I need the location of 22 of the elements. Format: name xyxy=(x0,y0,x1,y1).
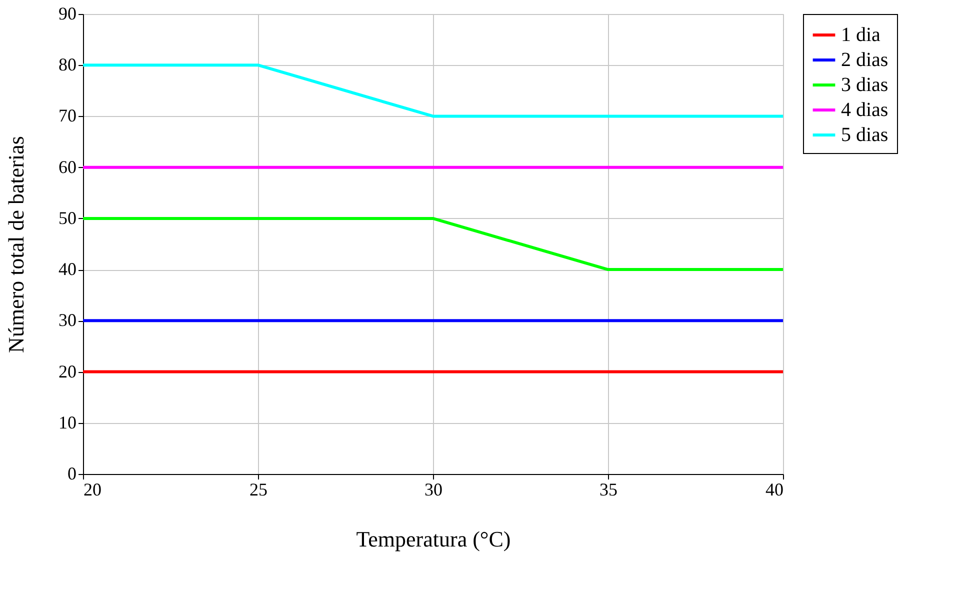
y-tick-label: 90 xyxy=(58,4,76,24)
x-tick-label: 25 xyxy=(250,480,268,500)
y-tick-label: 10 xyxy=(58,412,76,432)
y-tick-label: 40 xyxy=(58,259,76,280)
x-axis-title: Temperatura (°C) xyxy=(356,526,511,552)
y-tick-label: 80 xyxy=(58,54,76,75)
y-tick-label: 60 xyxy=(58,156,76,177)
y-tick-label: 0 xyxy=(68,464,76,484)
legend-label: 1 dia xyxy=(841,24,881,46)
legend-label: 4 dias xyxy=(841,99,888,121)
x-tick-label: 20 xyxy=(84,480,102,500)
y-axis-title: Número total de baterias xyxy=(4,136,28,353)
x-tick-label: 40 xyxy=(766,480,784,500)
y-tick-label: 20 xyxy=(58,361,76,382)
legend-label: 2 dias xyxy=(841,49,888,71)
y-tick-label: 70 xyxy=(58,106,76,126)
legend-label: 5 dias xyxy=(841,124,888,146)
x-tick-label: 35 xyxy=(600,480,618,500)
y-tick-label: 30 xyxy=(58,310,76,330)
legend-label: 3 dias xyxy=(841,74,888,96)
y-tick-label: 50 xyxy=(58,208,76,228)
x-tick-label: 30 xyxy=(424,480,442,500)
